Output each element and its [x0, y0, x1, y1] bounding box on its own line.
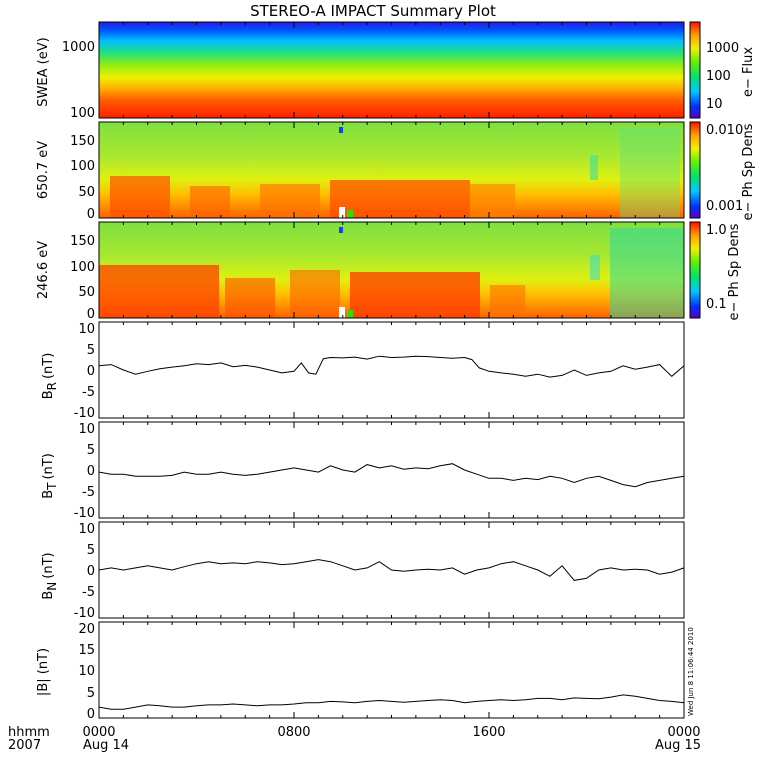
bt-ytick-10: 10: [78, 422, 95, 437]
x-tick-label-0000-start: 0000: [82, 725, 115, 740]
x-axis-format-label: hhmm: [8, 725, 50, 740]
bn-ylabel: BN(nT): [41, 552, 59, 599]
pad-650-colorbar: [689, 121, 701, 219]
timestamp: Wed Jun 8 11:06:44 2010: [687, 627, 695, 716]
pad-246-colorbar: [689, 221, 701, 319]
swea-cbar-label: e− Flux: [741, 47, 756, 97]
swea-ytick-100: 100: [70, 106, 95, 121]
br-panel: 10 5 0 -5 -10 BR(nT): [41, 321, 685, 421]
pad-650-ytick-0: 0: [87, 207, 95, 222]
swea-ytick-1000: 1000: [62, 40, 95, 55]
bn-line: [98, 559, 685, 581]
pad-246-ytick-0: 0: [87, 307, 95, 322]
swea-cbar-tick-1000: 1000: [706, 41, 739, 56]
swea-ylabel: SWEA (eV): [36, 37, 51, 106]
br-ylabel: BR(nT): [41, 353, 59, 400]
bt-panel: 10 5 0 -5 -10 BT(nT): [41, 421, 685, 521]
br-ytick-10: 10: [78, 322, 95, 337]
swea-colorbar: [689, 21, 701, 119]
x-tick-label-0800: 0800: [277, 725, 310, 740]
bmag-ytick-0: 0: [87, 707, 95, 722]
swea-cbar-tick-10: 10: [706, 97, 723, 112]
bmag-ytick-5: 5: [87, 686, 95, 701]
bt-ytick-m10: -10: [74, 506, 95, 521]
bmag-line: [98, 694, 685, 710]
pad-650-ylabel: 650.7 eV: [36, 141, 51, 199]
x-tick-label-1600: 1600: [472, 725, 505, 740]
bmag-panel: 20 15 10 5 0 |B| (nT) Wed Jun 8 11:06:44…: [36, 621, 695, 722]
x-axis-year-label: 2007: [8, 738, 41, 753]
bmag-ylabel: |B| (nT): [36, 648, 51, 696]
swea-heatmap: [99, 22, 684, 118]
bt-ylabel: BT(nT): [41, 453, 59, 499]
pad-246-ytick-100: 100: [70, 260, 95, 275]
pad-246-cbar-tick-0.1: 0.1: [706, 297, 727, 312]
pad-650-ytick-100: 100: [70, 159, 95, 174]
bmag-ytick-15: 15: [78, 643, 95, 658]
bn-ytick-m10: -10: [74, 606, 95, 621]
swea-panel: 1000 100 SWEA (eV) 1000 100 10 e− Flux: [36, 21, 756, 121]
plot-title: STEREO-A IMPACT Summary Plot: [250, 2, 496, 20]
bt-ytick-m5: -5: [82, 485, 95, 500]
pad-650-streaks: [110, 127, 680, 218]
bmag-ytick-20: 20: [78, 622, 95, 637]
bt-line: [98, 463, 685, 488]
bn-ytick-5: 5: [87, 543, 95, 558]
br-ytick-5: 5: [87, 343, 95, 358]
pad-650-panel: 150 100 50 0 650.7 eV 0.010 0.001 e− Ph …: [36, 121, 756, 222]
pad-246-panel: 150 100 50 0 246.6 eV 1.0 0.1 e− Ph Sp D…: [36, 221, 742, 322]
bt-ytick-5: 5: [87, 443, 95, 458]
pad-246-ylabel: 246.6 eV: [36, 241, 51, 299]
bn-ytick-10: 10: [78, 522, 95, 537]
bn-ytick-m5: -5: [82, 585, 95, 600]
pad-650-ytick-150: 150: [70, 134, 95, 149]
pad-650-cbar-tick-0.001: 0.001: [706, 199, 743, 214]
pad-246-streaks: [99, 227, 684, 318]
pad-650-ytick-50: 50: [78, 185, 95, 200]
pad-650-cbar-label: e− Ph Sp Dens: [741, 123, 756, 220]
pad-246-ytick-50: 50: [78, 285, 95, 300]
br-ytick-m5: -5: [82, 385, 95, 400]
x-date-label-aug14: Aug 14: [83, 738, 129, 753]
pad-246-cbar-label: e− Ph Sp Dens: [727, 223, 742, 320]
x-tick-label-0000-end: 0000: [667, 725, 700, 740]
br-line: [98, 355, 685, 378]
bmag-ytick-10: 10: [78, 664, 95, 679]
bt-ytick-0: 0: [87, 464, 95, 479]
x-date-label-aug15: Aug 15: [655, 738, 701, 753]
x-tick-marks: [98, 22, 685, 718]
pad-650-cbar-tick-0.010: 0.010: [706, 123, 743, 138]
bn-ytick-0: 0: [87, 564, 95, 579]
pad-246-ytick-150: 150: [70, 234, 95, 249]
swea-cbar-tick-100: 100: [706, 69, 731, 84]
pad-246-cbar-tick-1.0: 1.0: [706, 223, 727, 238]
br-ytick-0: 0: [87, 364, 95, 379]
bn-panel: 10 5 0 -5 -10 BN(nT): [41, 521, 685, 621]
br-ytick-m10: -10: [74, 406, 95, 421]
